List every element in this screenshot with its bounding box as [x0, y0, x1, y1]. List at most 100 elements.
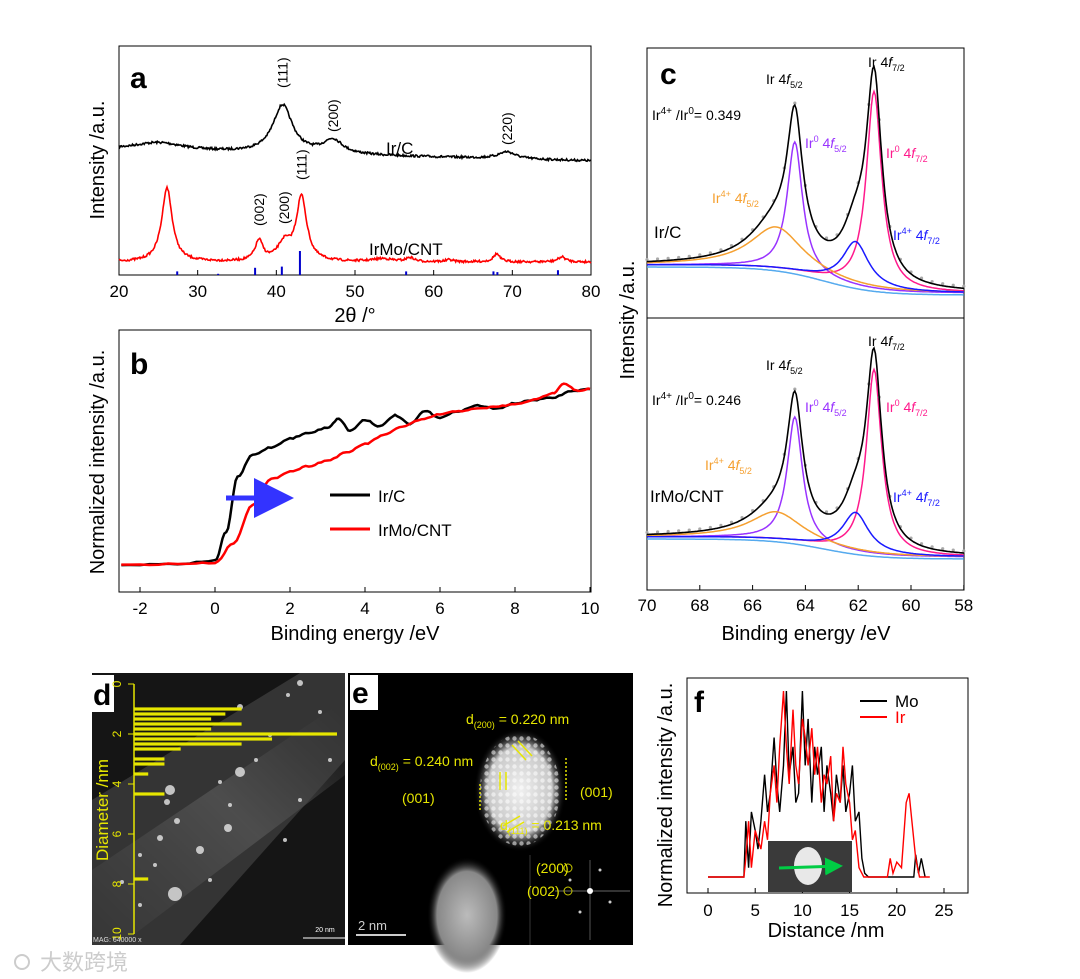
line-scan-arrow	[778, 857, 843, 876]
panel-a-x-ticks: 20 30 40 50 60 70 80	[110, 270, 601, 301]
nanoparticle	[298, 798, 302, 802]
nanoparticle	[120, 880, 124, 884]
panel-f-label: f	[694, 686, 705, 719]
nanoparticle	[254, 758, 258, 762]
panel-a-peak-labels: (111)(200) (220)(002) (200)(111)	[251, 57, 515, 226]
panel-c-label: c	[660, 58, 677, 91]
histogram-tick-label: 6	[110, 830, 124, 837]
nanoparticle	[318, 710, 322, 714]
panel-f-x-ticks: 0 5 10 15 20 25	[703, 888, 953, 920]
diameter-histogram: 0 2 4 6 8 10	[110, 680, 337, 941]
panel-a-x-tick-label: 70	[503, 282, 522, 301]
panel-a-x-tick-label: 40	[267, 282, 286, 301]
nanoparticle	[138, 853, 142, 857]
data-point	[719, 248, 723, 252]
line-scan-mo	[708, 690, 926, 878]
panel-a-x-tick-label: 30	[188, 282, 207, 301]
data-point	[677, 255, 681, 260]
panel-c-annotations: Ir4+ /Ir0= 0.349 Ir 4f5/2 Ir 4f7/2 Ir0 4…	[650, 54, 940, 508]
fft-002-label: (002)	[527, 883, 560, 899]
component-ir4-4f7-2	[647, 240, 964, 293]
d200-label: d(200) = 0.220 nm	[466, 711, 569, 730]
panel-f-x-tick-label: 25	[935, 901, 954, 920]
panel-c-x-tick-label: 64	[796, 596, 815, 615]
xanes-curve-irmo-cnt	[121, 382, 591, 567]
panel-e-label-box	[350, 675, 378, 710]
watermark-logo-icon	[14, 954, 30, 970]
nanoparticle	[224, 824, 232, 832]
nanoparticle	[208, 878, 212, 882]
ir4-4f52-label-bottom: Ir4+ 4f5/2	[705, 456, 752, 476]
panel-b-x-tick-label: 6	[435, 599, 444, 618]
data-point	[677, 529, 681, 533]
panel-c-x-tick-label: 58	[954, 596, 973, 615]
panel-b-x-tick-label: -2	[132, 599, 147, 618]
histogram-bar	[134, 717, 212, 721]
ir0-4f52-label-bottom: Ir0 4f5/2	[805, 398, 847, 418]
fft-spot-002	[563, 886, 573, 896]
histogram-tick-label: 2	[110, 730, 124, 737]
panel-c-x-tick-label: 62	[849, 596, 868, 615]
nanoparticle	[164, 799, 170, 805]
sample-label-top: Ir/C	[654, 223, 681, 242]
ir4-4f72-label-top: Ir4+ 4f7/2	[893, 226, 940, 246]
peak-label: (111)	[294, 149, 310, 180]
panel-c-xlabel: Binding energy /eV	[721, 623, 891, 645]
histogram-bar	[134, 877, 149, 881]
xanes-curve-ir-c	[121, 387, 590, 567]
data-point	[793, 387, 797, 391]
ir4-4f72-label-bottom: Ir4+ 4f7/2	[893, 488, 940, 508]
nanoparticle	[228, 803, 232, 807]
histogram-bar	[134, 722, 242, 726]
data-point	[708, 525, 712, 530]
nanoparticle	[235, 767, 245, 777]
panel-b-curves	[121, 382, 591, 567]
histogram-tick-label: 8	[110, 880, 124, 887]
histogram-bar	[134, 792, 165, 796]
panel-c-x-ticks: 70 68 66 64 62 60 58	[638, 585, 973, 615]
ir0-4f52-label-top: Ir0 4f5/2	[805, 134, 847, 154]
facet-left-label: (001)	[402, 790, 435, 806]
ratio-label-bottom: Ir4+ /Ir0= 0.246	[652, 391, 741, 408]
fft-200-label: (200)	[536, 860, 569, 876]
panel-e: e d(200) = 0.220 nm d(002) = 0.240 nm d(…	[348, 673, 633, 973]
nanoparticle	[297, 680, 303, 686]
legend-ir: Ir	[895, 708, 906, 727]
legend-ir-c: Ir/C	[378, 487, 405, 506]
panel-c-x-tick-label: 68	[690, 596, 709, 615]
panel-b-x-ticks: -2 0 2 4 6 8 10	[132, 587, 599, 618]
nanoparticle	[283, 838, 287, 842]
data-point	[930, 279, 934, 284]
panel-a-x-tick-label: 80	[582, 282, 601, 301]
data-point	[655, 257, 660, 261]
fft-pattern	[555, 860, 630, 940]
component-ir4-4f5-2	[646, 226, 964, 293]
panel-d-label-box	[92, 675, 114, 712]
panel-a-xlabel: 2θ /°	[334, 305, 375, 327]
nanoparticle	[168, 887, 182, 901]
peak-label: (220)	[499, 112, 515, 145]
panel-a-label: a	[130, 62, 147, 95]
histogram-tick-label: 0	[110, 680, 124, 687]
histogram-bar	[134, 772, 149, 776]
histogram-bar	[134, 727, 212, 731]
panel-c-x-tick-label: 60	[902, 596, 921, 615]
data-point	[962, 284, 966, 288]
data-point	[719, 523, 723, 527]
ir4-4f52-label-top: Ir4+ 4f5/2	[712, 189, 759, 209]
panel-b-xlabel: Binding energy /eV	[270, 623, 440, 645]
watermark: 大数跨境	[40, 950, 128, 975]
panel-b: b -2 0 2 4 6 8 10 Ir/C IrMo/CNT Binding energy…	[87, 329, 599, 645]
panel-f-ylabel: Normalized intensity /a.u.	[655, 683, 677, 908]
panel-f-x-tick-label: 15	[840, 901, 859, 920]
ir-4f72-label-top: Ir 4f7/2	[868, 54, 905, 73]
component-ir4-4f5-2	[647, 511, 964, 557]
panel-f-x-tick-label: 5	[750, 901, 759, 920]
legend-mo: Mo	[895, 692, 919, 711]
nanoparticle	[157, 835, 163, 841]
panel-a-frame	[118, 45, 592, 276]
histogram-bar	[134, 737, 273, 741]
panel-b-frame	[118, 329, 592, 593]
peak-label: (200)	[325, 99, 341, 132]
panel-c-ylabel: Intensity /a.u.	[617, 261, 639, 380]
